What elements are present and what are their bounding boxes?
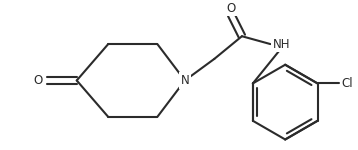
Text: Cl: Cl	[341, 77, 353, 90]
Text: N: N	[180, 74, 189, 87]
Text: O: O	[34, 74, 43, 87]
Text: NH: NH	[272, 38, 290, 51]
Text: O: O	[227, 2, 236, 15]
